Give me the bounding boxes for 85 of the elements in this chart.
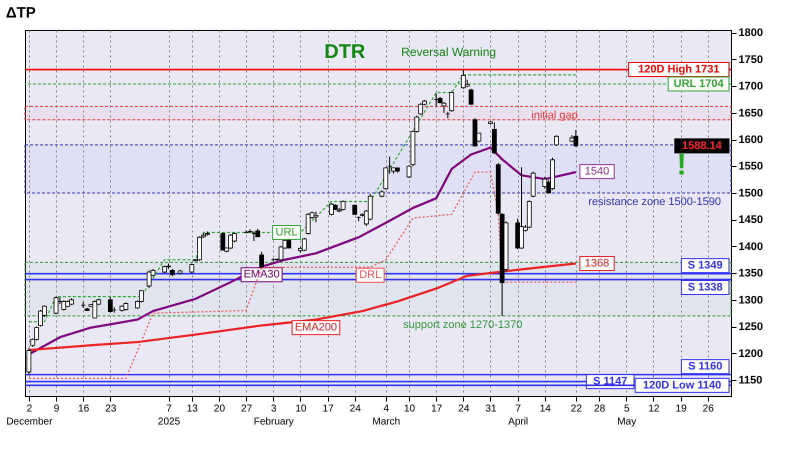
annotation: 1368 (584, 257, 610, 270)
y-tick-label: 1650 (738, 107, 763, 120)
y-tick-label: 1350 (738, 268, 763, 280)
x-tick-label: 27 (241, 404, 253, 414)
y-tick-label: 1500 (738, 187, 763, 200)
x-tick-label: 22 (570, 404, 582, 414)
x-tick-label: 7 April (508, 404, 528, 428)
candlestick (54, 296, 58, 315)
candlestick (418, 102, 424, 116)
candlestick (554, 134, 559, 146)
series-label: EMA30 (244, 268, 280, 281)
band-label: initial gap (531, 109, 578, 122)
x-tick-label: 10 (404, 404, 416, 414)
x-tick-label: 26 (702, 404, 714, 414)
y-tick-label: 1700 (738, 80, 763, 93)
y-tick-label: 1750 (738, 54, 763, 66)
ref-line-label: S 1349 (688, 260, 723, 272)
candlestick (573, 129, 578, 148)
candlestick (146, 270, 152, 289)
x-tick-label: 12 (648, 404, 660, 414)
candlestick (306, 212, 311, 236)
y-tick-label: 1400 (738, 240, 763, 253)
candlestick (492, 122, 497, 154)
candlestick (329, 202, 334, 216)
x-tick-label: 2 December (6, 404, 54, 428)
series-label: EMA200 (294, 322, 338, 334)
ref-line-label: 120D High 1731 (638, 64, 720, 76)
y-tick-label: 1800 (738, 27, 763, 40)
series-label: DRL (359, 269, 382, 282)
candlestick (314, 211, 318, 223)
x-tick-label: 23 (105, 404, 117, 414)
line-series (28, 172, 576, 379)
candlestick (449, 90, 454, 112)
ref-line-label: URL 1704 (674, 78, 724, 90)
y-tick-label: 1300 (738, 294, 763, 306)
x-tick-label: 7 2025 (158, 404, 181, 428)
candlestick (259, 251, 264, 268)
candlestick (189, 262, 194, 274)
candlestick (460, 69, 466, 90)
band-label: resistance zone 1500-1590 (588, 196, 721, 208)
ref-line-label: 120D Low 1140 (642, 379, 722, 392)
candlestick (442, 102, 446, 114)
x-tick-label: 28 (594, 404, 606, 414)
candlestick (108, 296, 113, 314)
candlestick (61, 300, 66, 312)
ref-line-label: S 1160 (688, 360, 722, 373)
y-tick-label: 1600 (738, 134, 763, 146)
series-label: URL (276, 226, 298, 238)
annotation: 1540 (584, 166, 610, 178)
candlestick (220, 232, 226, 252)
x-tick-label: 17 (322, 404, 334, 414)
x-tick-label: 3 February (254, 404, 294, 428)
x-tick-label: 10 (295, 404, 307, 414)
candlestick (468, 88, 474, 106)
candlestick (340, 200, 346, 212)
x-tick-label: 16 (78, 404, 90, 414)
y-tick-label: 1450 (738, 214, 763, 226)
x-tick-label: 17 (431, 404, 443, 414)
x-tick-label: 5 May (617, 404, 636, 428)
x-tick-label: 13 (186, 404, 198, 414)
x-tick-label: 31 (485, 404, 497, 414)
candlestick (92, 300, 98, 320)
x-tick-label: 14 (540, 404, 552, 414)
x-tick-label: 24 (458, 404, 470, 414)
x-tick-label: 19 (676, 404, 688, 414)
y-tick-label: 1150 (738, 374, 762, 386)
x-tick-label: 20 (214, 404, 226, 414)
band-label: support zone 1270-1370 (403, 318, 522, 331)
candlestick (352, 204, 358, 216)
candlestick (228, 234, 233, 250)
x-tick-label: 24 (350, 404, 362, 414)
x-tick-label: 9 (54, 404, 60, 414)
y-tick-label: 1200 (738, 348, 763, 360)
y-tick-label: 1550 (738, 160, 763, 173)
y-tick-label: 1250 (738, 321, 763, 334)
candlestick (519, 166, 524, 250)
chart-title: ΔTP (6, 4, 36, 22)
x-tick-label: 4 March (372, 404, 400, 428)
candlestick (542, 176, 548, 190)
ref-line-label: S 1147 (593, 376, 628, 388)
ref-line-label: S 1338 (688, 282, 723, 294)
candlestick (530, 171, 536, 198)
annotation: Reversal Warning (401, 44, 496, 59)
candlestick (197, 236, 202, 262)
annotation: DTR (324, 40, 366, 63)
